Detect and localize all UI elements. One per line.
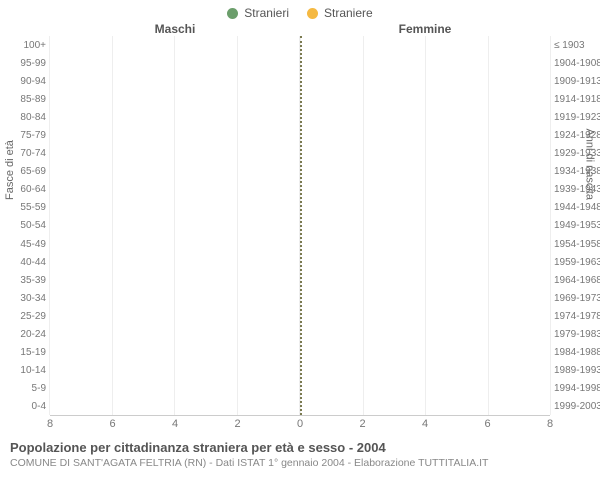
y-axis-left: 100+95-9990-9485-8980-8475-7970-7465-696… bbox=[0, 36, 50, 416]
bar-row bbox=[50, 108, 550, 126]
bar-row bbox=[50, 271, 550, 289]
chart-title: Popolazione per cittadinanza straniera p… bbox=[10, 440, 590, 455]
age-label: 15-19 bbox=[20, 344, 46, 362]
age-label: 10-14 bbox=[20, 362, 46, 380]
birth-label: 1929-1933 bbox=[554, 145, 600, 163]
age-label: 85-89 bbox=[20, 90, 46, 108]
bar-row bbox=[50, 289, 550, 307]
age-label: 45-49 bbox=[20, 235, 46, 253]
birth-label: 1954-1958 bbox=[554, 235, 600, 253]
male-swatch bbox=[227, 8, 238, 19]
xtick: 2 bbox=[359, 418, 365, 430]
bar-row bbox=[50, 36, 550, 54]
age-label: 65-69 bbox=[20, 163, 46, 181]
birth-label: 1959-1963 bbox=[554, 253, 600, 271]
bar-row bbox=[50, 126, 550, 144]
legend-female-label: Straniere bbox=[324, 6, 373, 20]
birth-label: 1974-1978 bbox=[554, 307, 600, 325]
birth-label: 1909-1913 bbox=[554, 72, 600, 90]
bar-row bbox=[50, 235, 550, 253]
age-label: 70-74 bbox=[20, 145, 46, 163]
bar-row bbox=[50, 72, 550, 90]
age-label: 95-99 bbox=[20, 54, 46, 72]
plot-area bbox=[50, 36, 550, 416]
birth-label: 1999-2003 bbox=[554, 398, 600, 416]
x-axis: 02468 2468 bbox=[50, 416, 550, 434]
legend: Stranieri Straniere bbox=[0, 0, 600, 22]
birth-label: 1934-1938 bbox=[554, 163, 600, 181]
birth-label: 1914-1918 bbox=[554, 90, 600, 108]
header-male: Maschi bbox=[50, 22, 300, 36]
birth-label: 1939-1943 bbox=[554, 181, 600, 199]
xtick: 2 bbox=[234, 418, 240, 430]
birth-label: 1994-1998 bbox=[554, 380, 600, 398]
birth-label: 1919-1923 bbox=[554, 108, 600, 126]
age-label: 100+ bbox=[23, 36, 46, 54]
age-label: 5-9 bbox=[32, 380, 46, 398]
xtick: 4 bbox=[422, 418, 428, 430]
bar-row bbox=[50, 144, 550, 162]
age-label: 0-4 bbox=[32, 398, 46, 416]
birth-label: 1979-1983 bbox=[554, 326, 600, 344]
bar-row bbox=[50, 361, 550, 379]
chart-area: 100+95-9990-9485-8980-8475-7970-7465-696… bbox=[0, 36, 600, 416]
birth-label: 1989-1993 bbox=[554, 362, 600, 380]
birth-label: 1949-1953 bbox=[554, 217, 600, 235]
xtick: 6 bbox=[484, 418, 490, 430]
bar-rows bbox=[50, 36, 550, 415]
y-axis-right: ≤ 19031904-19081909-19131914-19181919-19… bbox=[550, 36, 600, 416]
age-label: 30-34 bbox=[20, 289, 46, 307]
bar-row bbox=[50, 253, 550, 271]
age-label: 75-79 bbox=[20, 126, 46, 144]
bar-row bbox=[50, 307, 550, 325]
age-label: 25-29 bbox=[20, 307, 46, 325]
birth-label: 1964-1968 bbox=[554, 271, 600, 289]
legend-item-male: Stranieri bbox=[227, 6, 289, 20]
xtick: 8 bbox=[547, 418, 553, 430]
birth-label: 1924-1928 bbox=[554, 126, 600, 144]
bar-row bbox=[50, 198, 550, 216]
age-label: 80-84 bbox=[20, 108, 46, 126]
xtick: 6 bbox=[109, 418, 115, 430]
birth-label: 1904-1908 bbox=[554, 54, 600, 72]
bar-row bbox=[50, 325, 550, 343]
bar-row bbox=[50, 379, 550, 397]
bar-row bbox=[50, 180, 550, 198]
age-label: 50-54 bbox=[20, 217, 46, 235]
legend-male-label: Stranieri bbox=[244, 6, 289, 20]
age-label: 55-59 bbox=[20, 199, 46, 217]
bar-row bbox=[50, 90, 550, 108]
age-label: 20-24 bbox=[20, 326, 46, 344]
birth-label: 1984-1988 bbox=[554, 344, 600, 362]
column-headers: Maschi Femmine bbox=[0, 22, 600, 36]
age-label: 35-39 bbox=[20, 271, 46, 289]
female-swatch bbox=[307, 8, 318, 19]
bar-row bbox=[50, 397, 550, 415]
age-label: 90-94 bbox=[20, 72, 46, 90]
bar-row bbox=[50, 162, 550, 180]
birth-label: ≤ 1903 bbox=[554, 36, 585, 54]
legend-item-female: Straniere bbox=[307, 6, 373, 20]
xtick: 4 bbox=[172, 418, 178, 430]
bar-row bbox=[50, 343, 550, 361]
age-label: 60-64 bbox=[20, 181, 46, 199]
birth-label: 1969-1973 bbox=[554, 289, 600, 307]
bar-row bbox=[50, 216, 550, 234]
chart-subtitle: COMUNE DI SANT'AGATA FELTRIA (RN) - Dati… bbox=[10, 457, 590, 469]
age-label: 40-44 bbox=[20, 253, 46, 271]
chart-footer: Popolazione per cittadinanza straniera p… bbox=[0, 434, 600, 469]
header-female: Femmine bbox=[300, 22, 550, 36]
bar-row bbox=[50, 54, 550, 72]
xtick: 8 bbox=[47, 418, 53, 430]
birth-label: 1944-1948 bbox=[554, 199, 600, 217]
